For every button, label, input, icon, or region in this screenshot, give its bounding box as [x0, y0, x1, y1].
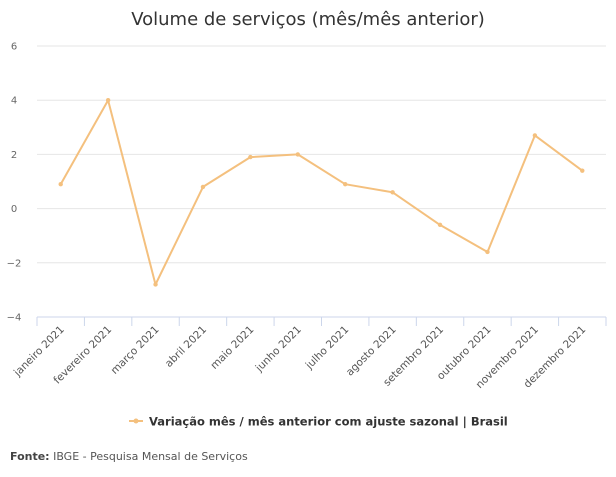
data-point[interactable]: [153, 282, 158, 287]
data-point[interactable]: [295, 152, 300, 157]
y-tick-label: −2: [7, 258, 22, 269]
series-layer: [58, 98, 585, 287]
legend-label[interactable]: Variação mês / mês anterior com ajuste s…: [149, 415, 508, 429]
x-tick-label: junho 2021: [253, 324, 304, 375]
y-tick-label: 4: [11, 96, 17, 107]
y-tick-label: 0: [11, 204, 17, 215]
gridlines: [37, 45, 606, 318]
y-tick-label: −4: [7, 313, 22, 324]
data-point[interactable]: [485, 249, 490, 255]
legend[interactable]: Variação mês / mês anterior com ajuste s…: [129, 415, 508, 429]
data-point[interactable]: [105, 98, 111, 103]
x-tick-label: maio 2021: [208, 324, 256, 372]
data-point[interactable]: [200, 184, 206, 190]
x-tick-label: abril 2021: [163, 324, 209, 370]
legend-marker[interactable]: [133, 418, 139, 424]
data-point[interactable]: [248, 154, 253, 160]
data-point[interactable]: [437, 222, 443, 228]
chart-title: Volume de serviços (mês/mês anterior): [131, 9, 485, 30]
data-point[interactable]: [58, 182, 63, 187]
source-text: IBGE - Pesquisa Mensal de Serviços: [49, 450, 248, 463]
x-tick-label: julho 2021: [303, 324, 352, 373]
data-point[interactable]: [343, 182, 348, 187]
data-point[interactable]: [532, 133, 538, 138]
y-tick-label: 6: [11, 42, 17, 53]
data-point[interactable]: [580, 168, 585, 173]
y-tick-label: 2: [11, 150, 17, 161]
y-axis-ticks: 6 4 2 0 −2 −4: [7, 42, 22, 324]
x-tick-label: março 2021: [109, 324, 162, 377]
data-point[interactable]: [390, 190, 395, 195]
source-note: Fonte: IBGE - Pesquisa Mensal de Serviço…: [10, 450, 248, 463]
series-line: [59, 99, 583, 286]
source-label: Fonte:: [10, 450, 50, 463]
